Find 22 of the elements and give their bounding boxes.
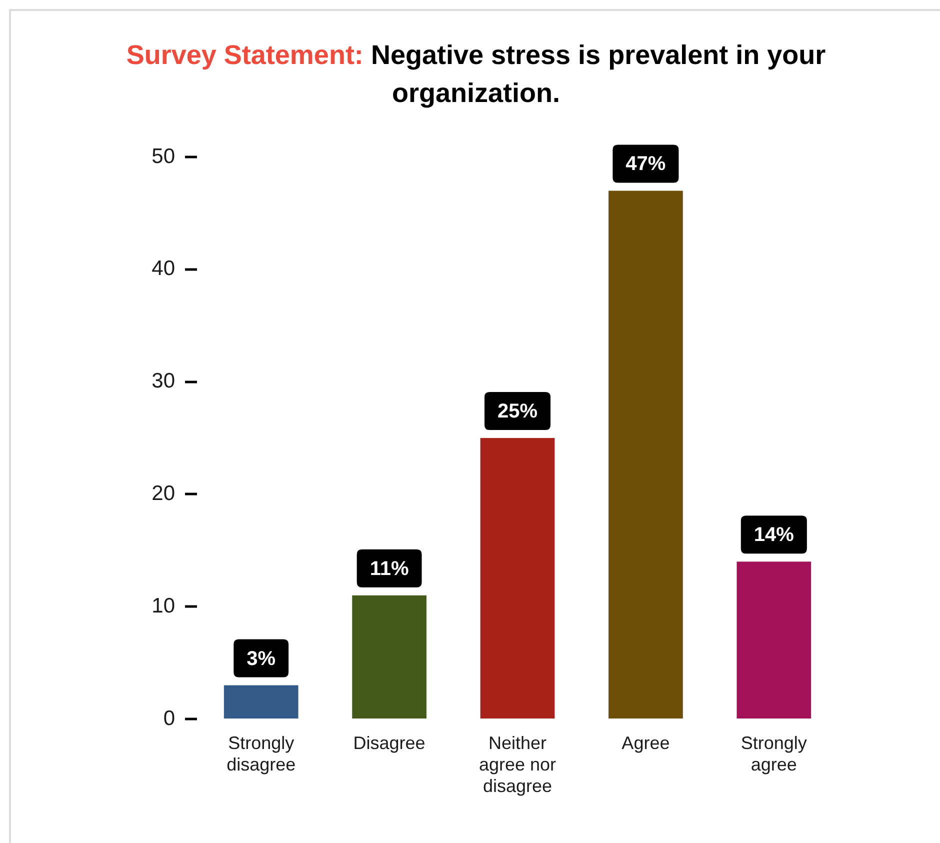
x-tick-label: Strongly agree [740,732,807,774]
y-tick-label: 40 [152,257,175,280]
y-tick-label: 50 [152,144,175,168]
data-label: 25% [497,400,538,423]
data-label: 14% [754,524,794,546]
y-tick-label: 0 [163,706,175,730]
data-label: 11% [370,558,409,580]
bar [352,595,426,718]
x-tick-label: Disagree [353,732,426,753]
bar [608,190,683,718]
data-label: 3% [246,648,276,670]
x-tick-label: Neither agree nor disagree [478,732,556,796]
data-label: 47% [626,153,666,176]
bar [736,562,812,718]
bar [480,438,555,718]
x-tick-label: Strongly disagree [226,732,296,774]
bar [224,685,298,718]
y-tick-label: 10 [152,594,175,618]
x-tick-label: Agree [622,732,670,753]
y-tick-label: 30 [152,370,175,393]
y-tick-label: 20 [152,482,175,505]
chart-title: Survey Statement: Negative stress is prevalent in your organization. [125,39,827,110]
